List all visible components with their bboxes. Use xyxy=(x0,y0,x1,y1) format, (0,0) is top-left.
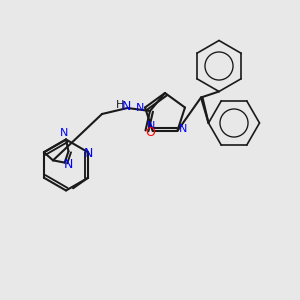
Text: N: N xyxy=(121,100,131,113)
Text: H: H xyxy=(116,100,124,110)
Text: N: N xyxy=(60,128,69,138)
Text: N: N xyxy=(178,124,187,134)
Text: N: N xyxy=(135,103,144,112)
Text: O: O xyxy=(145,126,155,140)
Text: N: N xyxy=(147,122,155,131)
Text: N: N xyxy=(64,158,73,171)
Text: N: N xyxy=(83,147,93,160)
